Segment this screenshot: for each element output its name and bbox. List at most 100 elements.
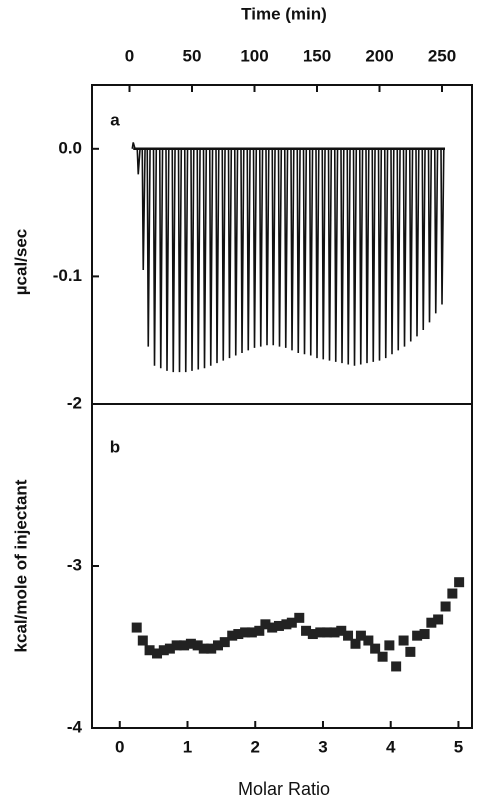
panel-label-b: b	[110, 437, 120, 456]
x-tick-label: 1	[183, 737, 192, 756]
point	[212, 640, 223, 651]
spike	[131, 142, 136, 150]
point	[227, 630, 238, 641]
point	[343, 630, 354, 641]
spike	[302, 148, 308, 355]
point	[301, 625, 312, 636]
panel-label-a: a	[110, 110, 120, 129]
spike	[333, 148, 339, 362]
x-tick-label: 3	[318, 737, 327, 756]
spike	[308, 148, 314, 356]
spike	[365, 148, 370, 364]
point	[198, 643, 209, 654]
point	[286, 617, 297, 628]
point	[454, 577, 465, 588]
spike	[240, 148, 245, 353]
point	[426, 617, 437, 628]
x-tick-label: 150	[303, 46, 331, 65]
point	[171, 640, 182, 651]
spike	[171, 148, 176, 373]
spike	[340, 148, 345, 364]
point	[254, 625, 265, 636]
x-tick-label: 50	[183, 46, 202, 65]
spike	[258, 148, 264, 347]
spike	[408, 148, 414, 342]
point	[185, 638, 196, 649]
spike	[427, 148, 433, 323]
spike	[221, 148, 226, 361]
spike	[141, 148, 146, 271]
spike	[196, 148, 201, 370]
spike	[183, 148, 189, 373]
x-tick-label: 2	[251, 737, 260, 756]
y-axis-title-b: kcal/mole of injectant	[11, 479, 30, 652]
x-tick-label: 5	[454, 737, 463, 756]
spike	[177, 148, 183, 373]
point	[329, 627, 340, 638]
point	[398, 635, 409, 646]
point	[267, 622, 278, 633]
spike	[146, 148, 151, 347]
spike	[421, 148, 426, 330]
spike	[208, 148, 214, 366]
spike	[346, 148, 351, 365]
spike	[202, 148, 208, 369]
spike	[315, 148, 320, 359]
spike	[358, 148, 364, 365]
spike	[190, 148, 195, 371]
y-tick-label: -4	[67, 717, 83, 736]
point	[336, 625, 347, 636]
spike	[440, 148, 445, 305]
spike	[283, 148, 289, 348]
y-tick-label: 0.0	[58, 138, 82, 157]
spike	[136, 148, 141, 175]
y-tick-label: -2	[67, 393, 82, 412]
spike	[296, 148, 301, 353]
spike	[321, 148, 326, 360]
spike	[327, 148, 333, 361]
point	[192, 640, 203, 651]
panel-b-frame	[91, 403, 473, 729]
point	[433, 614, 444, 625]
point	[240, 627, 251, 638]
x-tick-label: 100	[240, 46, 268, 65]
spike	[402, 148, 408, 347]
spike	[390, 148, 395, 355]
point	[350, 638, 361, 649]
point	[219, 637, 230, 648]
x-axis-title-bottom: Molar Ratio	[238, 779, 330, 799]
y-tick-label: -3	[67, 555, 82, 574]
x-tick-label: 200	[365, 46, 393, 65]
point	[419, 629, 430, 640]
point	[281, 619, 292, 630]
spike	[383, 148, 389, 359]
point	[294, 612, 305, 623]
spike	[371, 148, 376, 362]
point	[260, 619, 271, 630]
point	[206, 643, 217, 654]
spike	[352, 148, 358, 366]
x-axis-title-top: Time (min)	[241, 4, 327, 23]
y-tick-label: -0.1	[53, 266, 82, 285]
spike	[158, 148, 164, 369]
spike	[215, 148, 220, 364]
point	[412, 630, 423, 641]
point	[391, 661, 402, 672]
spike	[233, 148, 239, 356]
point	[322, 627, 333, 638]
spike	[246, 148, 251, 351]
point	[164, 643, 175, 654]
spike	[271, 148, 276, 346]
spike	[415, 148, 420, 337]
point	[355, 630, 366, 641]
spike	[265, 148, 270, 346]
y-axis-title-a: µcal/sec	[11, 229, 30, 296]
spike	[290, 148, 295, 351]
point	[307, 629, 318, 640]
point	[246, 627, 257, 638]
point	[315, 627, 326, 638]
point	[152, 648, 163, 659]
spike	[377, 148, 383, 361]
spike	[165, 148, 170, 371]
